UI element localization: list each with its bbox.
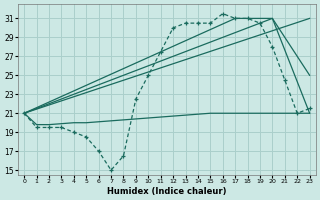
X-axis label: Humidex (Indice chaleur): Humidex (Indice chaleur)	[107, 187, 227, 196]
